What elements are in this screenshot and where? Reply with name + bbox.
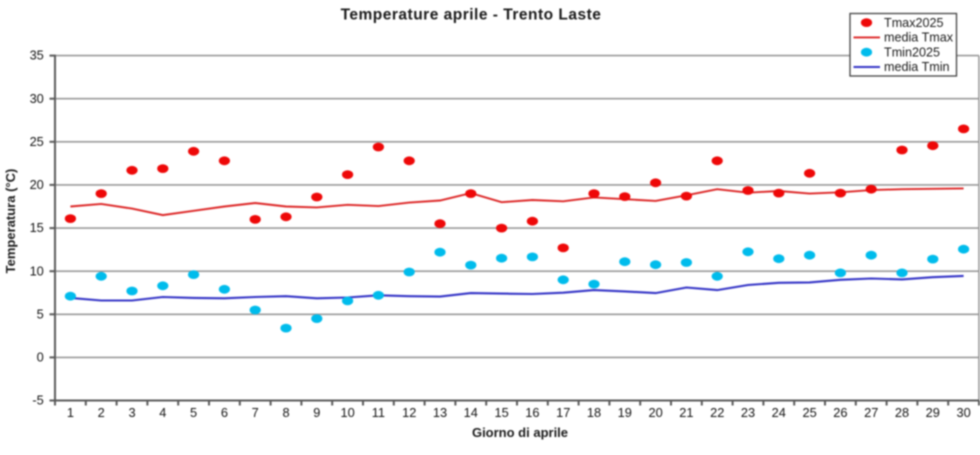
svg-text:16: 16 <box>525 405 539 420</box>
svg-text:26: 26 <box>833 405 847 420</box>
svg-text:media Tmax: media Tmax <box>884 31 954 45</box>
svg-text:35: 35 <box>30 48 44 63</box>
svg-text:15: 15 <box>494 405 508 420</box>
svg-text:Temperature aprile - Trento La: Temperature aprile - Trento Laste <box>341 7 602 24</box>
svg-text:30: 30 <box>956 405 970 420</box>
svg-text:14: 14 <box>464 405 478 420</box>
svg-text:Tmax2025: Tmax2025 <box>884 16 944 30</box>
svg-text:0: 0 <box>37 350 44 365</box>
svg-text:23: 23 <box>741 405 755 420</box>
svg-text:24: 24 <box>772 405 786 420</box>
svg-text:5: 5 <box>190 405 197 420</box>
svg-text:Tmin2025: Tmin2025 <box>884 45 940 59</box>
svg-text:11: 11 <box>372 405 385 420</box>
svg-text:10: 10 <box>340 405 354 420</box>
svg-text:25: 25 <box>30 134 44 149</box>
svg-text:4: 4 <box>159 405 166 420</box>
svg-text:29: 29 <box>926 405 940 420</box>
svg-text:30: 30 <box>30 91 44 106</box>
svg-text:15: 15 <box>30 220 44 235</box>
svg-text:12: 12 <box>402 405 416 420</box>
svg-text:21: 21 <box>679 405 693 420</box>
svg-text:20: 20 <box>30 177 44 192</box>
svg-text:20: 20 <box>648 405 662 420</box>
svg-text:19: 19 <box>618 405 632 420</box>
svg-text:18: 18 <box>587 405 601 420</box>
svg-text:8: 8 <box>282 405 289 420</box>
svg-text:13: 13 <box>433 405 447 420</box>
svg-text:25: 25 <box>802 405 816 420</box>
svg-text:Temperatura (°C): Temperatura (°C) <box>3 169 18 274</box>
svg-text:5: 5 <box>37 306 44 321</box>
svg-text:10: 10 <box>30 263 44 278</box>
svg-text:6: 6 <box>221 405 228 420</box>
svg-text:28: 28 <box>895 405 909 420</box>
svg-text:1: 1 <box>67 405 74 420</box>
svg-text:media Tmin: media Tmin <box>884 60 950 74</box>
svg-text:3: 3 <box>128 405 135 420</box>
svg-text:Giorno di aprile: Giorno di aprile <box>472 425 568 440</box>
svg-text:7: 7 <box>252 405 259 420</box>
svg-text:22: 22 <box>710 405 724 420</box>
svg-text:-5: -5 <box>32 393 43 408</box>
svg-text:2: 2 <box>98 405 105 420</box>
svg-text:9: 9 <box>313 405 320 420</box>
svg-text:17: 17 <box>556 405 570 420</box>
svg-text:27: 27 <box>864 405 878 420</box>
